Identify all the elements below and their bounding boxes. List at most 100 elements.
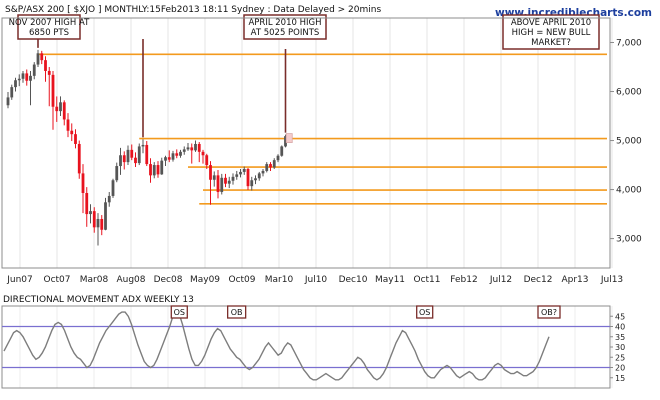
candle-body (74, 134, 77, 144)
candle-body (32, 64, 36, 76)
candle-body (59, 102, 62, 112)
candle-body (269, 164, 272, 168)
x-tick-label: May11 (375, 275, 405, 285)
indicator-y-tick-label: 15 (615, 374, 625, 383)
candle-body (40, 53, 44, 61)
candle-body (212, 175, 216, 180)
x-tick-label: Dec08 (154, 275, 183, 285)
y-tick-label: 3,000 (616, 235, 642, 245)
y-tick-label: 5,000 (616, 137, 642, 147)
annotation-text: NOV 2007 HIGH AT (9, 18, 90, 28)
candle-body (134, 157, 137, 164)
candle-body (47, 70, 51, 75)
candle-body (89, 211, 92, 215)
candle-body (261, 170, 265, 174)
candle-body (141, 144, 145, 147)
annotation-text: HIGH = NEW BULL (512, 28, 591, 38)
candle-body (130, 149, 134, 158)
x-tick-label: Jun07 (6, 275, 33, 285)
candle-body (44, 60, 47, 71)
candle-body (100, 218, 104, 230)
candle-body (149, 164, 152, 176)
indicator-y-tick-label: 45 (615, 312, 625, 321)
candle-body (21, 73, 25, 79)
indicator-marker-label: OS (419, 308, 430, 317)
candle-body (242, 168, 246, 172)
candle-body (246, 168, 250, 187)
candles (6, 49, 293, 246)
candle-body (62, 102, 66, 120)
plot-frame (1, 17, 611, 269)
main-axes: 3,000 4,000 5,000 6,000 7,000 Jun07 Oct07 Mar08… (1, 17, 642, 285)
candle-body (104, 202, 107, 230)
candle-body (276, 155, 280, 161)
indicator-marker-box (537, 305, 561, 319)
x-tick-label: Mar08 (80, 275, 109, 285)
annotation-text: AT 5025 POINTS (251, 28, 320, 38)
candle-body (209, 165, 212, 180)
candle-body (257, 173, 261, 179)
y-tick-label: 6,000 (616, 88, 642, 98)
candle-body (17, 78, 21, 81)
candle-body (55, 106, 59, 112)
y-tick-label: 7,000 (616, 39, 642, 49)
target-marker (285, 133, 293, 143)
indicator-marker-box (416, 305, 434, 319)
candle-body (25, 73, 29, 81)
x-tick-label: Oct07 (43, 275, 70, 285)
x-tick-label: Mar10 (265, 275, 294, 285)
main-grid (19, 18, 613, 268)
annotation-text: ABOVE APRIL 2010 (511, 18, 591, 28)
x-tick-label: Apr13 (561, 275, 588, 285)
candle-body (265, 164, 269, 171)
x-tick-label: Jul12 (489, 275, 512, 285)
y-tick-label: 4,000 (616, 186, 642, 196)
indicator-title: DIRECTIONAL MOVEMENT ADX WEEKLY 13 (3, 295, 194, 305)
candle-body (201, 151, 205, 156)
candle-body (119, 155, 122, 167)
candle-body (231, 176, 235, 181)
candle-body (14, 80, 17, 88)
adx-line (3, 308, 550, 381)
indicator-y-tick-label: 40 (615, 323, 625, 332)
x-tick-label: Aug08 (116, 275, 145, 285)
main-chart-title: S&P/ASX 200 [ $XJO ] MONTHLY:15Feb2013 1… (5, 5, 381, 15)
x-tick-label: Jul10 (304, 275, 328, 285)
indicator-lines: OS OB OS OB? (2, 305, 610, 381)
candle-body (96, 218, 100, 228)
candle-body (197, 143, 201, 152)
indicator-y-tick-label: 25 (615, 353, 625, 362)
candle-body (164, 157, 167, 161)
candle-body (186, 147, 190, 150)
candle-body (137, 146, 141, 164)
indicator-marker-label: OB? (541, 308, 557, 317)
candle-body (182, 149, 186, 152)
x-tick-label: Dec10 (339, 275, 368, 285)
candle-body (29, 75, 32, 81)
candle-body (111, 180, 115, 196)
candle-body (280, 146, 284, 156)
candle-body (126, 149, 130, 163)
candle-body (107, 195, 111, 203)
indicator-marker-box (170, 305, 188, 319)
candle-body (85, 193, 89, 215)
annotation-text: 6850 PTS (29, 28, 69, 38)
annotation-box (17, 14, 81, 40)
x-tick-label: Jul13 (600, 275, 623, 285)
indicator-marker-label: OB (231, 308, 243, 317)
x-tick-label: Oct09 (228, 275, 255, 285)
candle-body (70, 130, 74, 135)
candle-body (224, 177, 227, 184)
candle-body (115, 166, 119, 181)
candle-body (216, 175, 220, 193)
candle-body (179, 151, 182, 156)
candle-body (190, 147, 194, 151)
x-tick-label: Oct11 (413, 275, 440, 285)
candle-body (77, 143, 81, 174)
candle-body (205, 155, 209, 166)
candle-body (194, 143, 197, 151)
candle-body (167, 157, 171, 160)
